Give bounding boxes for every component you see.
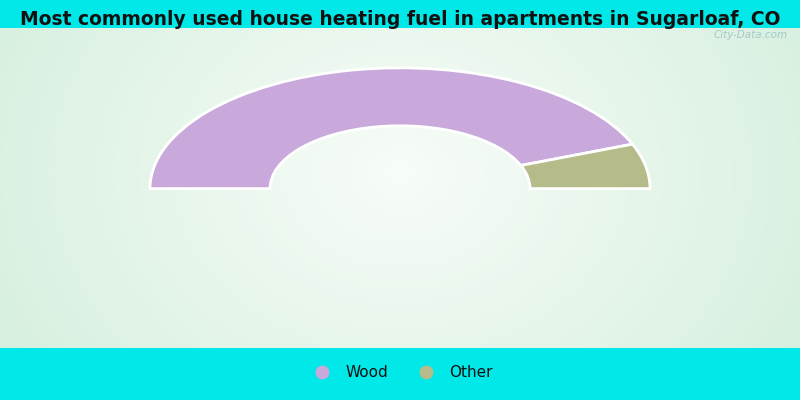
Text: City-Data.com: City-Data.com [714, 30, 787, 40]
Text: Most commonly used house heating fuel in apartments in Sugarloaf, CO: Most commonly used house heating fuel in… [20, 10, 780, 29]
Wedge shape [521, 144, 650, 189]
Wedge shape [150, 68, 633, 189]
Legend: Wood, Other: Wood, Other [301, 359, 499, 386]
